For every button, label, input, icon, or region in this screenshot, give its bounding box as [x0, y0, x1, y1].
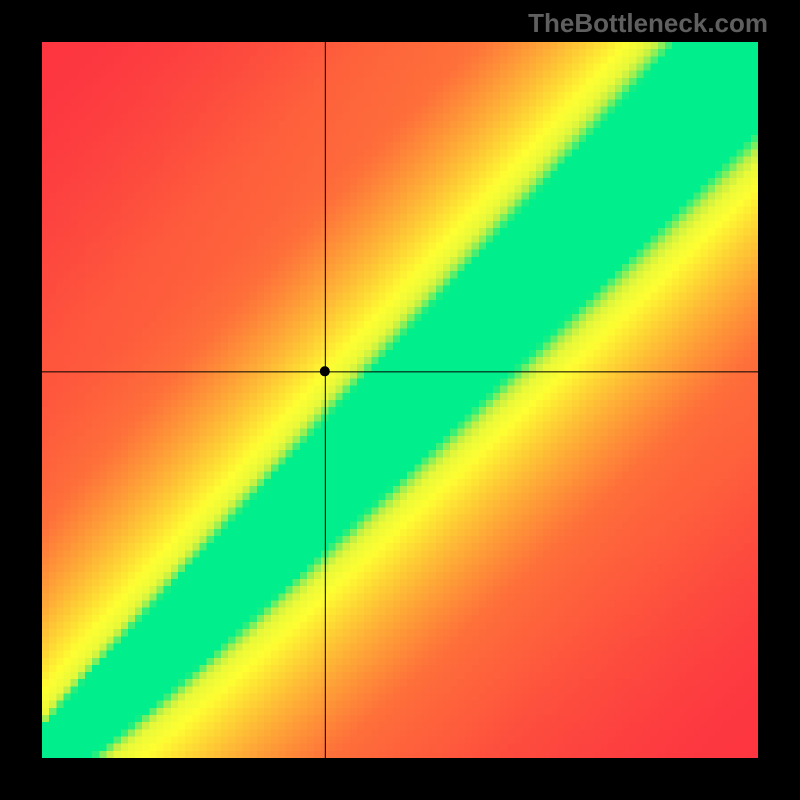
crosshair-overlay [42, 42, 758, 758]
plot-area [42, 42, 758, 758]
watermark-text: TheBottleneck.com [528, 8, 768, 39]
chart-container: TheBottleneck.com [0, 0, 800, 800]
